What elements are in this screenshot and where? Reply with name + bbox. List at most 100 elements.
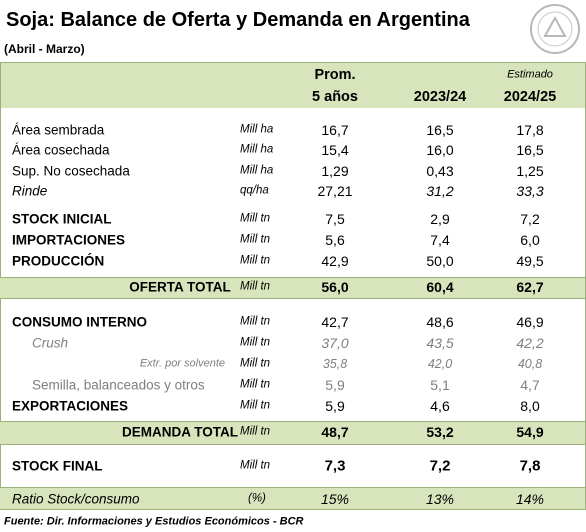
cell-value: 42,0 — [427, 356, 453, 371]
cell-value: 48,6 — [426, 314, 454, 330]
cell-value: 7,2 — [520, 211, 540, 227]
row-label: DEMANDA TOTAL — [122, 424, 238, 440]
row-unit: Mill tn — [240, 233, 271, 246]
row-label: STOCK INICIAL — [12, 211, 112, 227]
cell-value: 60,4 — [426, 279, 454, 295]
cell-value: 49,5 — [516, 253, 544, 269]
cell-value: 7,4 — [430, 232, 450, 248]
row-label: Área sembrada — [12, 122, 105, 138]
cell-value: 50,0 — [426, 253, 454, 269]
row-unit: Mill tn — [240, 357, 271, 370]
cell-value: 7,2 — [429, 457, 451, 475]
row-label: Área cosechada — [12, 142, 110, 158]
row-line — [0, 421, 585, 422]
cell-value: 16,5 — [516, 142, 544, 158]
cell-value: 16,0 — [426, 142, 454, 158]
cell-value: 1,25 — [516, 163, 544, 179]
row-line — [0, 277, 585, 278]
cell-value: 6,0 — [520, 232, 540, 248]
cell-value: 17,8 — [516, 122, 544, 138]
cell-value: 5,1 — [430, 377, 450, 393]
cell-value: 8,0 — [520, 398, 540, 414]
cell-value: 33,3 — [516, 183, 544, 199]
cell-value: 42,2 — [516, 335, 544, 351]
cell-value: 37,0 — [321, 335, 349, 351]
row-unit: Mill tn — [240, 378, 271, 391]
row-label: EXPORTACIONES — [12, 398, 129, 414]
cell-value: 40,8 — [517, 356, 543, 371]
row-label: Sup. No cosechada — [12, 163, 130, 179]
cell-value: 15% — [320, 491, 350, 507]
cell-value: 16,5 — [426, 122, 454, 138]
row-label: Semilla, balanceados y otros — [32, 377, 205, 393]
cell-value: 62,7 — [516, 279, 544, 295]
row-unit: (%) — [248, 492, 266, 505]
row-label: Rinde — [12, 183, 48, 199]
cell-value: 13% — [425, 491, 455, 507]
cell-value: 16,7 — [321, 122, 349, 138]
cell-value: 4,7 — [520, 377, 540, 393]
row-unit: Mill tn — [240, 315, 271, 328]
cell-value: 4,6 — [430, 398, 450, 414]
row-unit: Mill ha — [240, 143, 274, 156]
row-line — [0, 444, 585, 445]
cell-value: 42,9 — [321, 253, 349, 269]
row-band — [0, 421, 585, 444]
cell-value: 42,7 — [321, 314, 349, 330]
row-unit: Mill tn — [240, 280, 271, 293]
row-unit: Mill tn — [240, 254, 271, 267]
row-unit: Mill tn — [240, 336, 271, 349]
cell-value: 5,9 — [325, 398, 345, 414]
cell-value: 43,5 — [426, 335, 454, 351]
logo — [530, 4, 580, 54]
source: Fuente: Dir. Informaciones y Estudios Ec… — [4, 515, 304, 528]
row-label: Crush — [32, 335, 69, 351]
row-label: STOCK FINAL — [12, 458, 103, 474]
row-unit: Mill ha — [240, 164, 274, 177]
row-label: OFERTA TOTAL — [129, 279, 231, 295]
column-header: 2023/24 — [413, 88, 467, 105]
cell-value: 1,29 — [321, 163, 349, 179]
row-band — [0, 277, 585, 298]
row-label: Extr. por solvente — [139, 357, 225, 370]
cell-value: 5,9 — [325, 377, 345, 393]
header-band — [0, 62, 585, 108]
row-unit: Mill tn — [240, 459, 271, 472]
cell-value: 46,9 — [516, 314, 544, 330]
row-label: IMPORTACIONES — [12, 232, 126, 248]
row-unit: Mill tn — [240, 399, 271, 412]
cell-value: 56,0 — [321, 279, 349, 295]
row-line — [0, 509, 585, 510]
cell-value: 5,6 — [325, 232, 345, 248]
cell-value: 48,7 — [321, 424, 349, 440]
row-unit: Mill tn — [240, 425, 271, 438]
cell-value: 2,9 — [430, 211, 450, 227]
row-line — [0, 487, 585, 488]
row-label: Ratio Stock/consumo — [12, 491, 140, 507]
row-line — [0, 298, 585, 299]
title: Soja: Balance de Oferta y Demanda en Arg… — [6, 9, 470, 31]
row-unit: qq/ha — [240, 184, 269, 197]
row-band — [0, 487, 585, 509]
column-header: Estimado — [507, 68, 553, 81]
cell-value: 7,5 — [325, 211, 345, 227]
row-label: CONSUMO INTERNO — [12, 314, 147, 330]
column-header: Prom. — [314, 66, 356, 83]
cell-value: 53,2 — [426, 424, 454, 440]
cell-value: 27,21 — [317, 183, 353, 199]
cell-value: 15,4 — [321, 142, 349, 158]
subtitle: (Abril - Marzo) — [4, 42, 85, 56]
cell-value: 7,8 — [519, 457, 541, 475]
cell-value: 54,9 — [516, 424, 544, 440]
column-header: 2024/25 — [503, 88, 557, 105]
cell-value: 31,2 — [426, 183, 454, 199]
cell-value: 7,3 — [324, 457, 346, 475]
row-unit: Mill tn — [240, 212, 271, 225]
cell-value: 35,8 — [322, 356, 348, 371]
cell-value: 14% — [515, 491, 545, 507]
column-header: 5 años — [312, 88, 358, 105]
row-unit: Mill ha — [240, 123, 274, 136]
cell-value: 0,43 — [426, 163, 454, 179]
row-label: PRODUCCIÓN — [12, 253, 105, 269]
